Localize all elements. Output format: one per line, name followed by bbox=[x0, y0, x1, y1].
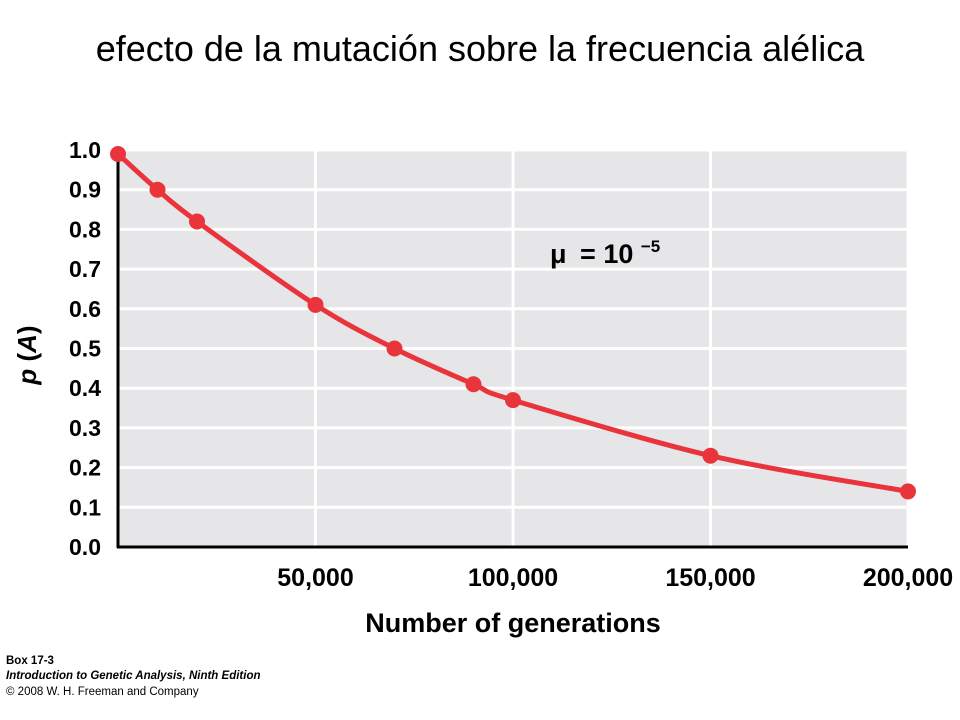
mutation-rate-annotation: μ = 10 −5 bbox=[550, 237, 660, 269]
y-tick-label: 0.0 bbox=[69, 534, 101, 560]
credit-copyright: © 2008 W. H. Freeman and Company bbox=[6, 686, 199, 698]
data-point bbox=[900, 483, 916, 500]
credit-book-title: Introduction to Genetic Analysis, Ninth … bbox=[6, 670, 261, 682]
data-point bbox=[307, 296, 324, 313]
y-tick-label: 0.8 bbox=[69, 216, 101, 242]
mu-symbol: μ bbox=[550, 239, 567, 269]
y-tick-label: 0.3 bbox=[69, 415, 101, 441]
y-tick-label: 0.4 bbox=[69, 375, 101, 401]
data-point bbox=[386, 340, 403, 357]
x-tick-label: 50,000 bbox=[277, 564, 353, 592]
slide-title: efecto de la mutación sobre la frecuenci… bbox=[95, 28, 865, 69]
mu-equals: = 10 bbox=[580, 239, 633, 269]
y-tick-label: 0.2 bbox=[69, 455, 101, 481]
y-tick-label: 0.7 bbox=[69, 256, 101, 282]
y-axis-label: p (A) bbox=[12, 325, 42, 385]
y-tick-labels: 0.0 0.1 0.2 0.3 0.4 0.5 0.6 0.7 0.8 0.9 1.0 bbox=[69, 137, 101, 560]
data-point bbox=[110, 145, 126, 162]
axes bbox=[116, 150, 908, 549]
data-point bbox=[702, 447, 719, 464]
x-tick-label: 200,000 bbox=[863, 564, 953, 592]
y-tick-label: 0.1 bbox=[69, 494, 101, 520]
data-point bbox=[465, 376, 482, 393]
data-point bbox=[149, 181, 166, 198]
y-tick-label: 1.0 bbox=[69, 137, 101, 163]
y-tick-label: 0.6 bbox=[69, 296, 101, 322]
mu-exponent: −5 bbox=[641, 237, 660, 256]
x-tick-label: 100,000 bbox=[468, 564, 558, 592]
y-tick-label: 0.9 bbox=[69, 177, 101, 203]
gridlines bbox=[118, 148, 910, 547]
series-layer bbox=[110, 145, 916, 500]
x-tick-labels: 50,000 100,000 150,000 200,000 bbox=[277, 564, 953, 592]
credit-box-number: Box 17-3 bbox=[6, 655, 54, 667]
data-point bbox=[505, 392, 521, 409]
x-axis-label: Number of generations bbox=[365, 608, 661, 638]
data-point bbox=[189, 213, 205, 230]
y-tick-label: 0.5 bbox=[69, 336, 101, 362]
x-tick-label: 150,000 bbox=[665, 564, 755, 592]
